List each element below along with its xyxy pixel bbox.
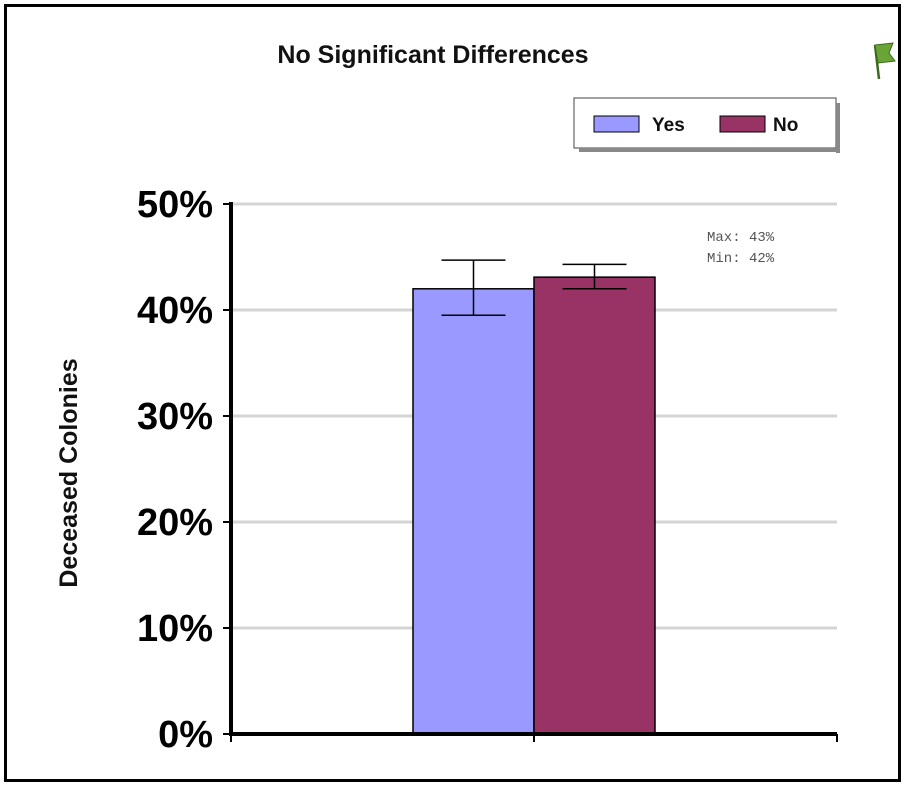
- y-tick-label: 40%: [137, 290, 213, 332]
- flag-icon[interactable]: [873, 42, 896, 80]
- y-tick-label: 20%: [137, 502, 213, 544]
- bar-no: [533, 276, 656, 735]
- y-tick-labels: 0% 10% 20% 30% 40% 50%: [137, 184, 213, 756]
- legend-swatch-no: [719, 115, 766, 133]
- axes: [223, 202, 838, 742]
- bar-yes: [412, 288, 535, 735]
- min-annotation: Min: 42%: [707, 251, 775, 267]
- y-tick-label: 30%: [137, 396, 213, 438]
- max-annotation: Max: 43%: [707, 230, 775, 246]
- bars: [412, 259, 656, 735]
- y-tick-label: 50%: [137, 184, 213, 226]
- legend: Yes No: [573, 97, 840, 153]
- y-tick-label: 0%: [158, 714, 213, 756]
- legend-swatch-yes: [593, 115, 640, 133]
- legend-label-no: No: [773, 115, 798, 136]
- y-axis-label: Deceased Colonies: [55, 358, 83, 587]
- legend-label-yes: Yes: [652, 115, 685, 136]
- y-tick-label: 10%: [137, 608, 213, 650]
- chart-frame: No Significant Differences Yes No Deceas…: [4, 4, 901, 782]
- chart-title: No Significant Differences: [277, 41, 588, 69]
- bar-chart: No Significant Differences Yes No Deceas…: [55, 41, 896, 756]
